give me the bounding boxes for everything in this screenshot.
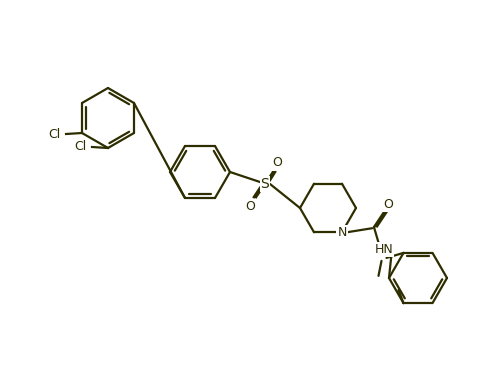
Text: Cl: Cl (48, 128, 60, 142)
Text: O: O (245, 200, 255, 213)
Text: S: S (261, 177, 270, 191)
Text: N: N (337, 226, 347, 239)
Text: Cl: Cl (74, 140, 86, 152)
Text: O: O (272, 156, 282, 170)
Text: O: O (383, 198, 393, 211)
Text: HN: HN (375, 243, 393, 256)
